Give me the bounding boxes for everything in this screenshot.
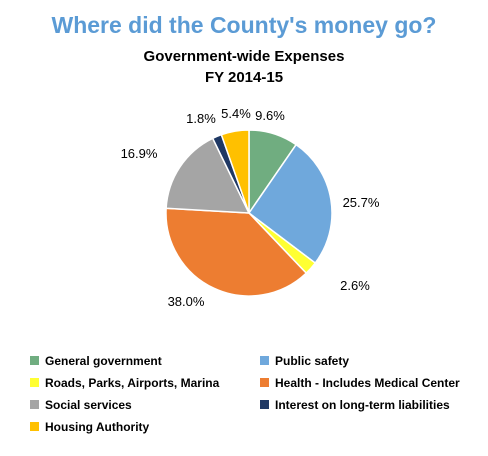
chart-subtitle: Government-wide Expenses xyxy=(143,48,345,65)
legend-item-general-government: General government xyxy=(30,352,260,369)
legend-swatch xyxy=(30,378,39,387)
chart-legend: General government Public safety Roads, … xyxy=(30,352,480,435)
data-label: 5.4% xyxy=(221,106,251,121)
pie-slice-health-includes-medical-center xyxy=(165,207,308,297)
legend-swatch xyxy=(260,356,269,365)
chart-title: Where did the County's money go? xyxy=(51,12,437,38)
chart-fiscal-year: FY 2014-15 xyxy=(204,69,284,86)
legend-label: Housing Authority xyxy=(45,419,150,434)
legend-swatch xyxy=(260,400,269,409)
legend-item-health: Health - Includes Medical Center xyxy=(260,374,480,391)
legend-swatch xyxy=(260,378,269,387)
data-label: 9.6% xyxy=(255,108,285,123)
legend-label: Social services xyxy=(45,397,132,412)
legend-item-social-services: Social services xyxy=(30,396,260,413)
legend-item-public-safety: Public safety xyxy=(260,352,480,369)
legend-swatch xyxy=(30,356,39,365)
data-label: 25.7% xyxy=(343,195,380,210)
pie-chart: 9.6% 25.7% 2.6% 38.0% 16.9% 1.8% 5.4% xyxy=(121,106,380,309)
legend-label: Health - Includes Medical Center xyxy=(275,375,460,390)
data-label: 1.8% xyxy=(186,111,216,126)
legend-label: General government xyxy=(45,353,162,368)
legend-label: Roads, Parks, Airports, Marina xyxy=(45,375,220,390)
legend-item-interest: Interest on long-term liabilities xyxy=(260,396,480,413)
legend-swatch xyxy=(30,422,39,431)
data-label: 2.6% xyxy=(340,278,370,293)
data-label: 16.9% xyxy=(121,146,158,161)
legend-label: Interest on long-term liabilities xyxy=(275,397,450,412)
legend-item-roads-parks: Roads, Parks, Airports, Marina xyxy=(30,374,260,391)
pie-slice-public-safety xyxy=(247,143,333,265)
data-label: 38.0% xyxy=(168,294,205,309)
legend-swatch xyxy=(30,400,39,409)
pie-slice-housing-authority xyxy=(220,129,250,214)
legend-label: Public safety xyxy=(275,353,350,368)
pie-slice-social-services xyxy=(165,137,251,214)
legend-item-housing-authority: Housing Authority xyxy=(30,418,260,435)
